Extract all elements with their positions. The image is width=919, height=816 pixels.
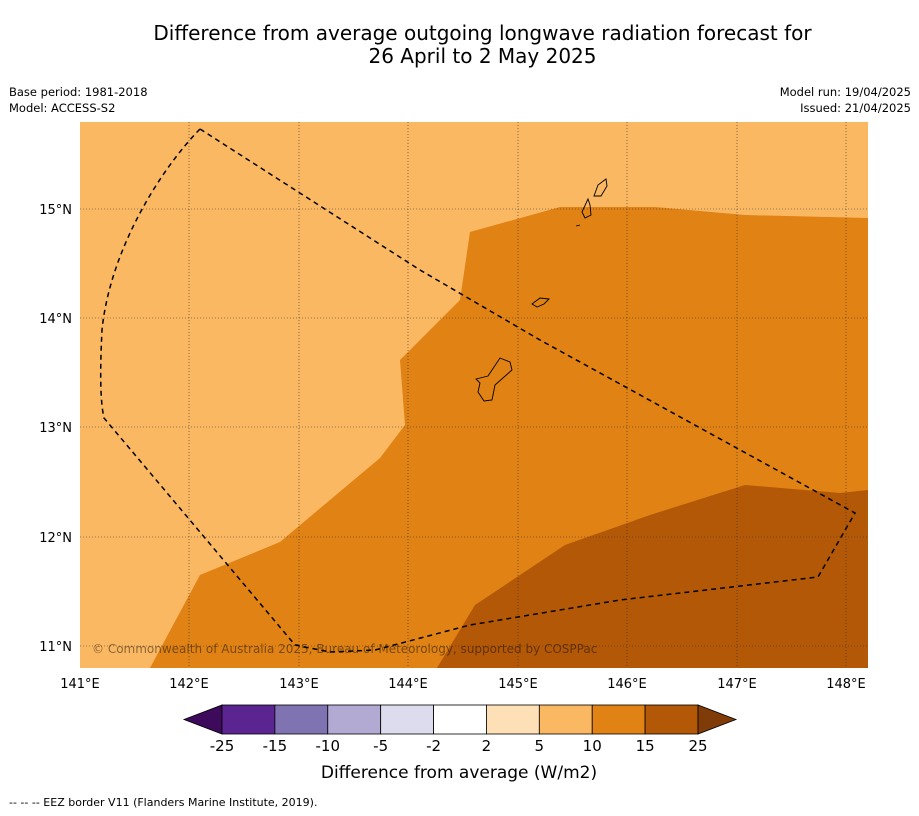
x-tick-143e: 143°E [279, 677, 319, 692]
x-tick-144e: 144°E [388, 677, 428, 692]
model-name: Model: ACCESS-S2 [9, 101, 116, 115]
colorbar-tick-label: 15 [636, 737, 655, 755]
eez-border [99, 128, 857, 653]
title-line-2: 26 April to 2 May 2025 [368, 44, 597, 68]
y-tick-11n: 11°N [39, 640, 72, 655]
saipan-island [593, 178, 608, 197]
guam-island [475, 357, 513, 402]
map-plot-area: © Commonwealth of Australia 2025, Bureau… [80, 122, 868, 668]
colorbar: -25 -15 -10 -5 -2 2 5 10 15 25 [182, 704, 738, 755]
y-tick-12n: 12°N [39, 531, 72, 546]
colorbar-tick-label: -5 [373, 737, 388, 755]
colorbar-tick-label: 25 [688, 737, 707, 755]
anomaly-fill-high [437, 485, 868, 668]
colorbar-tick-label: -2 [426, 737, 441, 755]
colorbar-tick-label: -25 [210, 737, 235, 755]
colorbar-segment [486, 704, 540, 735]
title-line-1: Difference from average outgoing longwav… [153, 21, 812, 45]
aguijan-island [575, 224, 581, 227]
y-tick-15n: 15°N [39, 203, 72, 218]
tinian-island [581, 197, 592, 219]
colorbar-extend-high [697, 704, 738, 735]
x-axis-labels: 141°E 142°E 143°E 144°E 145°E 146°E 147°… [60, 677, 866, 692]
base-period: Base period: 1981-2018 [9, 85, 148, 99]
colorbar-segment [591, 704, 646, 735]
rota-island [531, 297, 550, 308]
colorbar-tick-label: 2 [482, 737, 492, 755]
gridlines [80, 122, 868, 668]
model-run: Model run: 19/04/2025 [779, 85, 911, 99]
colorbar-segment [538, 704, 593, 735]
y-axis-labels: 15°N 14°N 13°N 12°N 11°N [39, 203, 72, 655]
y-tick-14n: 14°N [39, 312, 72, 327]
colorbar-segment [327, 704, 382, 735]
x-tick-145e: 145°E [498, 677, 538, 692]
issued-date: Issued: 21/04/2025 [800, 101, 911, 115]
copyright-notice: © Commonwealth of Australia 2025, Bureau… [92, 642, 597, 656]
colorbar-segment [274, 704, 329, 735]
x-tick-141e: 141°E [60, 677, 100, 692]
islands [475, 178, 608, 402]
x-tick-148e: 148°E [826, 677, 866, 692]
x-tick-146e: 146°E [607, 677, 647, 692]
colorbar-label: Difference from average (W/m2) [321, 763, 597, 783]
map-title: Difference from average outgoing longwav… [0, 22, 919, 68]
colorbar-segment [221, 704, 276, 735]
x-tick-142e: 142°E [169, 677, 209, 692]
colorbar-tick-label: -10 [316, 737, 341, 755]
colorbar-tick-label: 5 [535, 737, 545, 755]
x-tick-147e: 147°E [717, 677, 757, 692]
colorbar-tick-label: 10 [583, 737, 602, 755]
eez-footnote: -- -- -- EEZ border V11 (Flanders Marine… [9, 796, 318, 809]
colorbar-extend-low [182, 704, 223, 735]
meta-left: Base period: 1981-2018 Model: ACCESS-S2 [9, 84, 148, 116]
colorbar-segment [433, 704, 487, 735]
colorbar-segment [380, 704, 434, 735]
colorbar-segment [644, 704, 699, 735]
colorbar-tick-label: -15 [263, 737, 288, 755]
meta-right: Model run: 19/04/2025 Issued: 21/04/2025 [780, 84, 911, 116]
y-tick-13n: 13°N [39, 421, 72, 436]
